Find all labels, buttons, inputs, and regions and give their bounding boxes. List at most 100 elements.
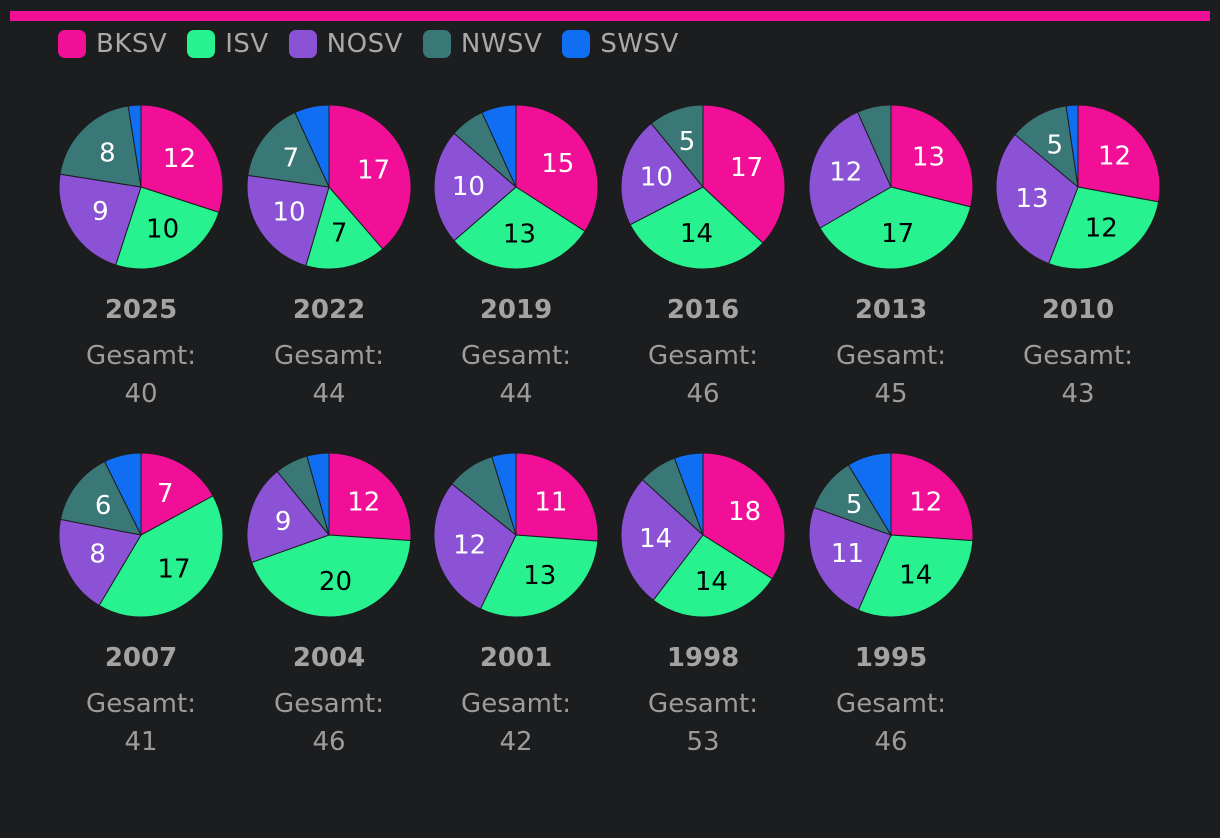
pie-slice-2007-nosv[interactable]	[58, 518, 142, 607]
slice-value-label: 11	[534, 488, 567, 518]
pie-total-prefix: Gesamt:	[274, 341, 384, 371]
pie-year-label: 2016	[667, 295, 739, 325]
pie-slice-2007-nwsv[interactable]	[59, 460, 142, 536]
slice-value-label: 12	[347, 488, 380, 518]
legend-label-nosv: NOSV	[326, 29, 403, 59]
pie-1998: 18 14 14 1998 Gesamt: 53	[620, 452, 786, 757]
legend-label-swsv: SWSV	[600, 29, 679, 59]
pie-total-prefix: Gesamt:	[836, 689, 946, 719]
slice-value-label: 5	[846, 490, 863, 520]
legend-item-nosv[interactable]: NOSV	[288, 29, 403, 59]
slice-value-label: 7	[283, 143, 300, 173]
pie-2007: 7 17 8 6 2007 Gesamt: 41	[58, 452, 224, 757]
slice-value-label: 12	[1098, 142, 1131, 172]
pie-slice-2019-nosv[interactable]	[433, 132, 517, 242]
pie-slice-2013-nwsv[interactable]	[856, 104, 892, 188]
slice-value-label: 20	[319, 567, 352, 597]
pie-total-prefix: Gesamt:	[461, 341, 571, 371]
legend-label-isv: ISV	[225, 29, 269, 59]
legend-swatch-bksv	[58, 30, 86, 58]
pie-slice-2010-isv[interactable]	[1048, 186, 1160, 270]
pie-2019: 15 13 10 2019 Gesamt: 44	[433, 104, 599, 409]
legend-item-nwsv[interactable]: NWSV	[422, 29, 542, 59]
slice-value-label: 12	[163, 144, 196, 174]
pie-year-label: 2010	[1042, 295, 1114, 325]
pie-slice-2022-isv[interactable]	[305, 185, 384, 270]
pie-slice-2013-isv[interactable]	[819, 186, 972, 270]
pie-slice-2001-bksv[interactable]	[515, 452, 599, 542]
legend-item-isv[interactable]: ISV	[187, 29, 268, 59]
pie-slice-2001-isv[interactable]	[479, 534, 599, 618]
pie-slice-2025-isv[interactable]	[115, 186, 220, 270]
pie-total-value: 53	[686, 727, 719, 757]
slice-value-label: 17	[157, 554, 190, 584]
pie-slice-2004-bksv[interactable]	[328, 452, 412, 542]
pie-1995: 12 14 11 5 1995 Gesamt: 46	[808, 452, 974, 757]
pie-slice-1995-bksv[interactable]	[890, 452, 974, 542]
pie-slice-2001-nosv[interactable]	[433, 483, 517, 610]
slice-value-label: 7	[157, 479, 174, 509]
slice-value-label: 18	[728, 497, 761, 527]
pie-slice-1998-nosv[interactable]	[620, 478, 704, 601]
pie-slice-2010-swsv[interactable]	[1065, 104, 1079, 188]
legend-item-swsv[interactable]: SWSV	[562, 29, 679, 59]
slice-value-label: 14	[639, 524, 672, 554]
pie-total-value: 40	[124, 379, 157, 409]
pie-slice-2010-bksv[interactable]	[1077, 104, 1161, 203]
pie-slice-1998-swsv[interactable]	[673, 452, 704, 536]
pie-slice-2022-nwsv[interactable]	[247, 111, 330, 188]
pie-total-value: 46	[686, 379, 719, 409]
pie-slice-2025-bksv[interactable]	[140, 104, 224, 213]
pie-year-label: 2004	[293, 643, 365, 673]
legend-item-bksv[interactable]: BKSV	[58, 29, 167, 59]
slice-value-label: 12	[1085, 213, 1118, 243]
pie-slice-2007-isv[interactable]	[98, 495, 224, 618]
pie-slice-2004-nosv[interactable]	[246, 470, 330, 564]
pie-slice-2001-swsv[interactable]	[491, 452, 517, 536]
slice-value-label: 7	[331, 218, 348, 248]
pie-slice-2016-nwsv[interactable]	[650, 104, 704, 189]
pie-total-prefix: Gesamt:	[836, 341, 946, 371]
pie-year-label: 1995	[855, 643, 927, 673]
pie-slice-2007-bksv[interactable]	[140, 452, 214, 536]
pie-slice-2025-nwsv[interactable]	[59, 105, 142, 188]
pie-2022: 17 7 10 7 2022 Gesamt: 44	[246, 104, 412, 409]
pie-total-prefix: Gesamt:	[461, 689, 571, 719]
pie-year-label: 2007	[105, 643, 177, 673]
slice-value-label: 14	[695, 567, 728, 597]
slice-value-label: 12	[909, 488, 942, 518]
pie-slice-2013-bksv[interactable]	[890, 104, 974, 208]
pie-slice-2025-swsv[interactable]	[127, 104, 142, 188]
slice-value-label: 13	[912, 143, 945, 173]
slice-value-label: 14	[680, 219, 713, 249]
pie-slice-1995-nosv[interactable]	[808, 506, 892, 611]
legend-swatch-nwsv	[422, 30, 451, 58]
pie-slice-2016-nosv[interactable]	[620, 122, 704, 226]
pie-slice-2010-nosv[interactable]	[995, 133, 1079, 265]
pie-slice-2016-isv[interactable]	[629, 186, 764, 270]
pie-2025: 12 10 9 8 2025 Gesamt: 40	[58, 104, 224, 409]
pie-slice-2022-swsv[interactable]	[294, 104, 330, 188]
pie-slice-2019-swsv[interactable]	[481, 104, 517, 188]
pie-slice-1998-bksv[interactable]	[702, 452, 786, 580]
pie-year-label: 2025	[105, 295, 177, 325]
pie-slice-1995-isv[interactable]	[857, 534, 974, 618]
top-accent-bar	[10, 11, 1210, 21]
pie-total-prefix: Gesamt:	[648, 689, 758, 719]
pie-total-value: 46	[874, 727, 907, 757]
slice-value-label: 10	[272, 198, 305, 228]
pie-total-value: 42	[499, 727, 532, 757]
pie-slice-2007-swsv[interactable]	[103, 452, 142, 536]
pie-slice-2022-bksv[interactable]	[328, 104, 412, 250]
pie-slice-2004-isv[interactable]	[251, 534, 412, 618]
legend-swatch-isv	[187, 30, 216, 58]
pie-total-value: 43	[1061, 379, 1094, 409]
pie-slice-1995-swsv[interactable]	[847, 452, 892, 537]
pie-slice-2025-nosv[interactable]	[58, 173, 142, 266]
pie-slice-2022-nosv[interactable]	[246, 174, 330, 267]
pie-slice-1998-isv[interactable]	[652, 534, 774, 618]
pie-slice-2016-bksv[interactable]	[702, 104, 786, 244]
pie-slice-2004-swsv[interactable]	[306, 452, 330, 536]
pie-slice-2019-isv[interactable]	[453, 186, 586, 270]
